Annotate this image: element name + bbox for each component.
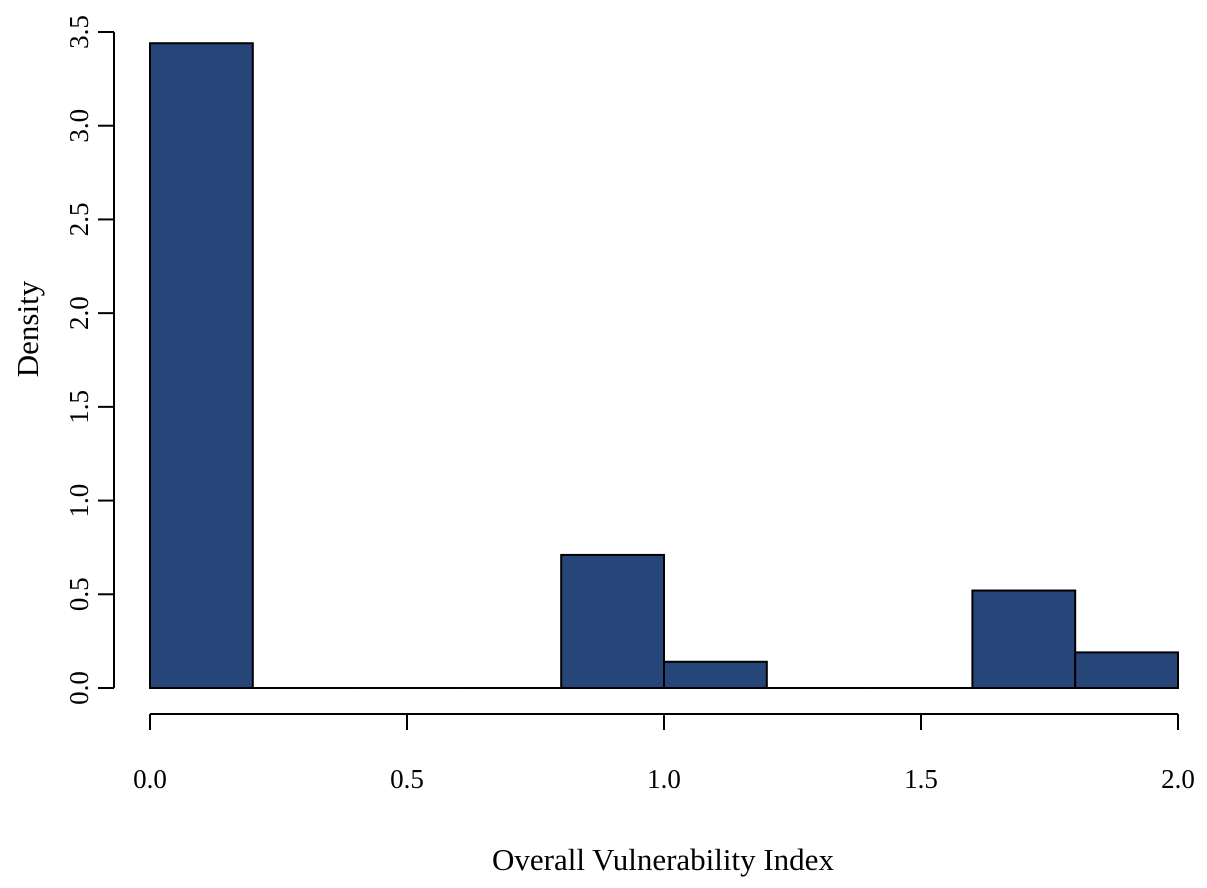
y-tick-label: 0.5	[64, 577, 94, 611]
y-tick-label: 1.5	[64, 390, 94, 424]
histogram-bar	[149, 42, 254, 689]
x-axis: 0.0 0.5 1.0 1.5 2.0	[133, 713, 1195, 794]
y-tick-label: 3.0	[64, 109, 94, 143]
x-tick-label: 2.0	[1161, 764, 1195, 794]
y-axis: 0.0 0.5 1.0 1.5 2.0 2.5 3.0 3.5	[64, 15, 115, 705]
y-tick-label: 3.5	[64, 15, 94, 49]
y-tick-label: 0.0	[64, 671, 94, 705]
bars-group	[149, 42, 1179, 690]
x-axis-title: Overall Vulnerability Index	[492, 842, 834, 877]
x-tick-label: 0.0	[133, 764, 167, 794]
y-axis-title: Density	[10, 280, 45, 377]
y-tick-label: 2.0	[64, 296, 94, 330]
x-tick-label: 1.5	[904, 764, 938, 794]
histogram-bar	[663, 660, 768, 690]
histogram-bar	[971, 589, 1077, 690]
y-tick-label: 2.5	[64, 203, 94, 237]
x-tick-label: 1.0	[647, 764, 681, 794]
histogram-bar	[560, 553, 666, 689]
histogram-bar	[1074, 651, 1179, 689]
x-tick-label: 0.5	[390, 764, 424, 794]
y-tick-label: 1.0	[64, 484, 94, 518]
